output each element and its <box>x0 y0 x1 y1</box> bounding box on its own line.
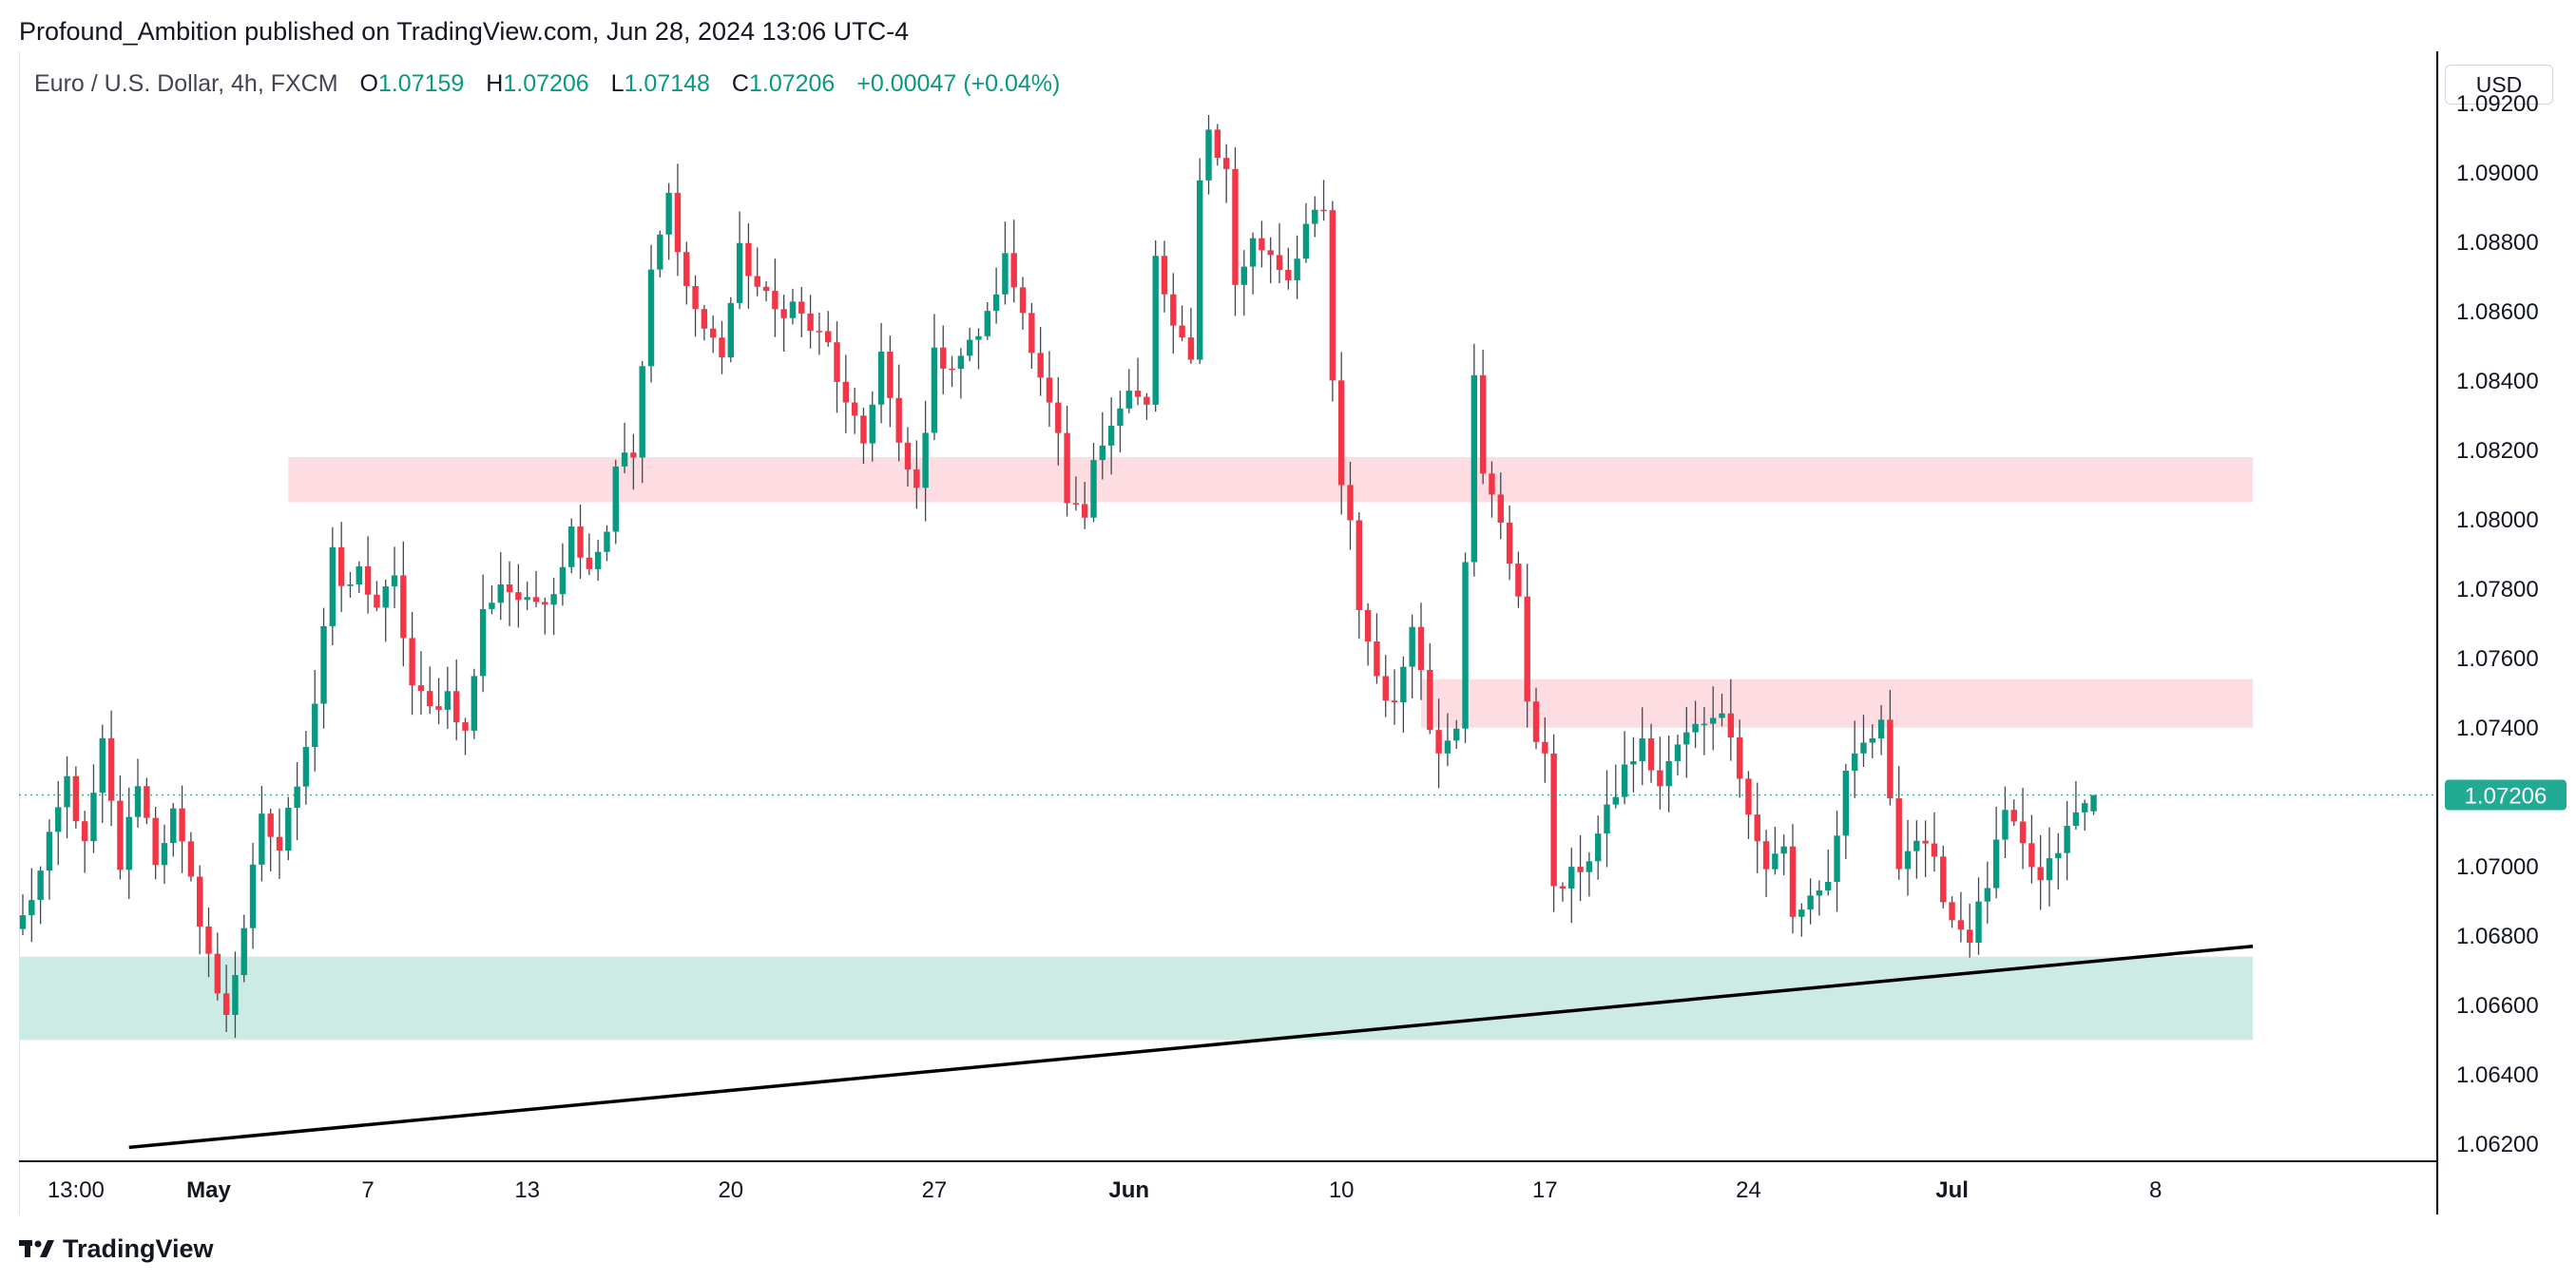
last-price-tag <box>2445 779 2566 811</box>
change-value: +0.00047 (+0.04%) <box>856 70 1061 97</box>
price-tick-label: 1.07400 <box>2456 716 2539 741</box>
price-tick-label: 1.06200 <box>2456 1132 2539 1157</box>
price-tick-label: 1.09000 <box>2456 161 2539 186</box>
tradingview-logo-icon <box>19 1240 54 1257</box>
ohlc-legend: Euro / U.S. Dollar, 4h, FXCM O1.07159 H1… <box>34 70 1060 98</box>
price-tick-label: 1.07800 <box>2456 577 2539 602</box>
low-label: L <box>610 70 625 97</box>
open-value: 1.07159 <box>377 70 465 97</box>
last-price-label: 1.07206 <box>2465 784 2547 810</box>
symbol-description[interactable]: Euro / U.S. Dollar, 4h, FXCM <box>34 70 338 97</box>
price-tick-label: 1.06400 <box>2456 1062 2539 1088</box>
low-value: 1.07148 <box>624 70 710 97</box>
price-tick-label: 1.08800 <box>2456 230 2539 256</box>
price-tick-label: 1.07600 <box>2456 646 2539 672</box>
price-tick-label: 1.08600 <box>2456 299 2539 325</box>
close-label: C <box>731 70 749 97</box>
price-tick-label: 1.06800 <box>2456 924 2539 949</box>
chart-frame <box>19 51 2439 1214</box>
price-tick-label: 1.08200 <box>2456 438 2539 464</box>
tradingview-brand: TradingView <box>63 1233 214 1263</box>
publish-header: Profound_Ambition published on TradingVi… <box>19 17 910 46</box>
currency-button[interactable]: USD <box>2445 65 2553 105</box>
price-tick-label: 1.06600 <box>2456 993 2539 1019</box>
price-tick-label: 1.07000 <box>2456 854 2539 880</box>
open-label: O <box>359 70 378 97</box>
price-tick-label: 1.08400 <box>2456 369 2539 394</box>
close-value: 1.07206 <box>748 70 836 97</box>
high-label: H <box>486 70 504 97</box>
high-value: 1.07206 <box>503 70 589 97</box>
price-tick-label: 1.08000 <box>2456 507 2539 533</box>
tradingview-footer: TradingView <box>19 1232 214 1266</box>
